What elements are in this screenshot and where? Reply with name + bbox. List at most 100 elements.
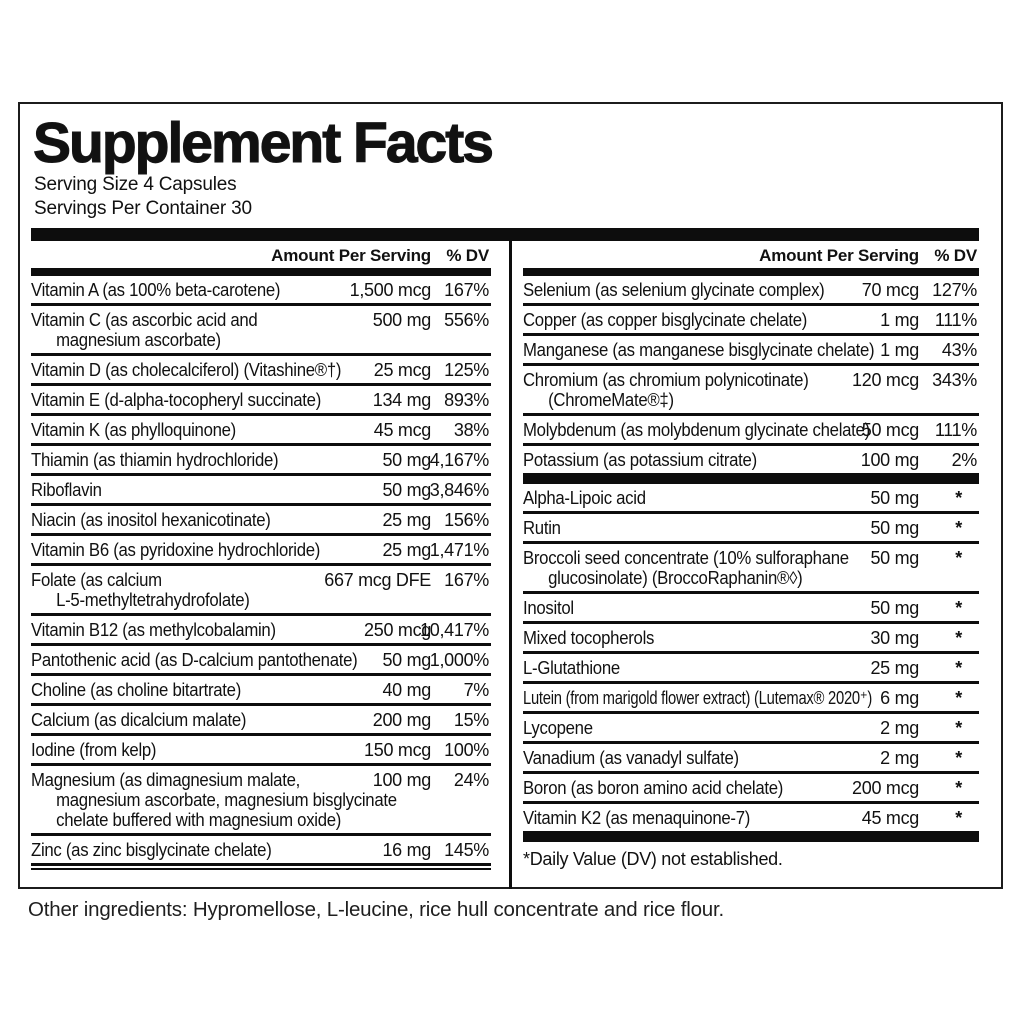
ingredient-name: Chromium (as chromium polynicotinate) (C… [523, 370, 809, 411]
ingredient-name: Lycopene [523, 718, 593, 739]
amount-header: Amount Per Serving [271, 246, 431, 266]
dv-value: 1,000% [429, 650, 490, 671]
dv-value: * [955, 628, 962, 649]
table-row: Vitamin K (as phylloquinone) 45 mcg 38% [31, 416, 491, 447]
amount-value: 50 mg [870, 598, 919, 619]
dv-value: 111% [934, 310, 977, 331]
amount-value: 25 mg [382, 540, 431, 561]
table-row: Potassium (as potassium citrate) 100 mg … [523, 446, 979, 473]
ingredient-name: Vitamin C (as ascorbic acid and magnesiu… [31, 310, 258, 351]
dv-header: % DV [934, 246, 977, 266]
dv-value: 167% [444, 280, 489, 301]
ingredient-name: Iodine (from kelp) [31, 740, 157, 761]
amount-value: 120 mcg [852, 370, 919, 391]
table-row: Calcium (as dicalcium malate) 200 mg 15% [31, 706, 491, 737]
amount-value: 50 mg [382, 480, 431, 501]
amount-value: 2 mg [880, 718, 919, 739]
amount-value: 50 mg [870, 488, 919, 509]
ingredient-name: Zinc (as zinc bisglycinate chelate) [31, 840, 272, 861]
ingredient-name: Copper (as copper bisglycinate chelate) [523, 310, 808, 331]
ingredient-name: Mixed tocopherols [523, 628, 655, 649]
dv-value: * [955, 548, 962, 569]
column-end-line [31, 863, 491, 871]
table-row: Lycopene 2 mg * [523, 714, 979, 745]
ingredient-name: Calcium (as dicalcium malate) [31, 710, 247, 731]
table-row: L-Glutathione 25 mg * [523, 654, 979, 685]
dv-value: 167% [444, 570, 489, 591]
ingredient-name: Boron (as boron amino acid chelate) [523, 778, 784, 799]
amount-value: 667 mcg DFE [324, 570, 431, 591]
separator-bar [31, 268, 491, 277]
dv-value: 343% [932, 370, 977, 391]
ingredient-name: Vitamin K (as phylloquinone) [31, 420, 236, 441]
dv-value: 7% [463, 680, 490, 701]
amount-value: 50 mg [382, 650, 431, 671]
amount-value: 50 mg [870, 518, 919, 539]
table-row: Vitamin A (as 100% beta-carotene) 1,500 … [31, 276, 491, 307]
table-row: Manganese (as manganese bisglycinate che… [523, 336, 979, 367]
amount-value: 30 mg [870, 628, 919, 649]
ingredient-name: Vanadium (as vanadyl sulfate) [523, 748, 739, 769]
ingredient-name: L-Glutathione [523, 658, 620, 679]
amount-value: 134 mg [372, 390, 432, 411]
table-row: Vitamin K2 (as menaquinone-7) 45 mcg * [523, 804, 979, 831]
dv-value: * [955, 488, 962, 509]
separator-bar [31, 228, 979, 242]
dv-value: * [955, 778, 962, 799]
amount-value: 70 mcg [861, 280, 920, 301]
ingredient-name: Vitamin K2 (as menaquinone-7) [523, 808, 751, 829]
separator-bar [523, 831, 979, 843]
table-row: Inositol 50 mg * [523, 594, 979, 625]
amount-value: 45 mcg [861, 808, 920, 829]
amount-value: 2 mg [880, 748, 919, 769]
amount-value: 25 mg [870, 658, 919, 679]
amount-value: 50 mg [382, 450, 431, 471]
dv-value: 893% [444, 390, 489, 411]
ingredient-name: Vitamin A (as 100% beta-carotene) [31, 280, 281, 301]
dv-value: 1,471% [429, 540, 490, 561]
left-column: Amount Per Serving % DV Vitamin A (as 10… [31, 241, 491, 889]
table-row: Copper (as copper bisglycinate chelate) … [523, 306, 979, 337]
ingredient-name: Vitamin B6 (as pyridoxine hydrochloride) [31, 540, 321, 561]
separator-bar [523, 473, 979, 485]
amount-value: 200 mg [372, 710, 432, 731]
table-row: Molybdenum (as molybdenum glycinate chel… [523, 416, 979, 447]
ingredient-name: Alpha-Lipoic acid [523, 488, 646, 509]
right-column: Amount Per Serving % DV Selenium (as sel… [523, 241, 979, 889]
dv-value: * [955, 518, 962, 539]
dv-value: * [955, 808, 962, 829]
ingredient-name: Pantothenic acid (as D-calcium pantothen… [31, 650, 358, 671]
ingredient-name: Thiamin (as thiamin hydrochloride) [31, 450, 279, 471]
table-row: Lutein (from marigold flower extract) (L… [523, 684, 979, 715]
table-row: Mixed tocopherols 30 mg * [523, 624, 979, 655]
ingredient-name: Potassium (as potassium citrate) [523, 450, 757, 471]
ingredient-name: Riboflavin [31, 480, 102, 501]
amount-value: 1 mg [880, 310, 919, 331]
ingredient-name: Broccoli seed concentrate (10% sulforaph… [523, 548, 849, 589]
table-row: Pantothenic acid (as D-calcium pantothen… [31, 646, 491, 677]
dv-value: 24% [453, 770, 489, 791]
dv-value: 4,167% [429, 450, 490, 471]
ingredient-name: Vitamin D (as cholecalciferol) (Vitashin… [31, 360, 342, 381]
dv-value: 15% [453, 710, 489, 731]
amount-value: 50 mcg [861, 420, 920, 441]
amount-value: 6 mg [880, 688, 919, 709]
amount-value: 16 mg [382, 840, 431, 861]
amount-value: 100 mg [860, 450, 920, 471]
ingredient-name: Rutin [523, 518, 561, 539]
amount-value: 25 mg [382, 510, 431, 531]
amount-value: 1 mg [880, 340, 919, 361]
amount-value: 1,500 mcg [349, 280, 432, 301]
dv-value: 156% [444, 510, 489, 531]
other-ingredients-text: Other ingredients: Hypromellose, L-leuci… [28, 898, 724, 921]
table-row: Vitamin D (as cholecalciferol) (Vitashin… [31, 356, 491, 387]
table-row: Alpha-Lipoic acid 50 mg * [523, 484, 979, 515]
dv-value: 556% [444, 310, 489, 331]
ingredient-name: Vitamin E (d-alpha-tocopheryl succinate) [31, 390, 322, 411]
serving-size-text: Serving Size 4 Capsules [34, 174, 237, 196]
table-row: Vitamin C (as ascorbic acid and magnesiu… [31, 306, 491, 357]
table-row: Choline (as choline bitartrate) 40 mg 7% [31, 676, 491, 707]
separator-bar [523, 268, 979, 277]
dv-value: * [955, 718, 962, 739]
table-row: Vitamin B6 (as pyridoxine hydrochloride)… [31, 536, 491, 567]
